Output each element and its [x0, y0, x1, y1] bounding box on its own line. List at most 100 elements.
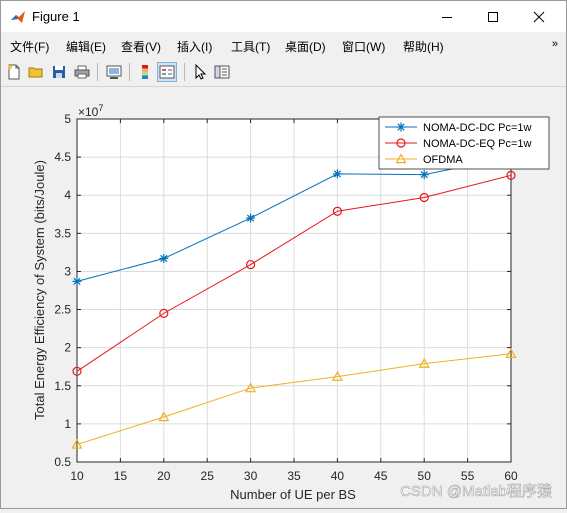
legend-entry: NOMA-DC-EQ Pc=1w — [385, 138, 532, 150]
legend-icon — [159, 65, 175, 79]
y-tick-label: 2 — [64, 341, 71, 355]
y-tick-label: 2.5 — [54, 303, 71, 317]
floppy-disk-icon — [53, 66, 65, 78]
x-axis-label: Number of UE per BS — [230, 487, 356, 502]
figure-canvas[interactable]: 10 15 20 25 30 35 40 45 50 55 60 0.5 1 1.5 2 2.5 3 3.5 4 4.… — [1, 87, 566, 508]
x-tick-label: 45 — [374, 469, 388, 483]
menu-bar: 文件(F) 编辑(E) 查看(V) 插入(I) 工具(T) 桌面(D) 窗口(W… — [1, 32, 566, 58]
y-tick-label: 3.5 — [54, 226, 71, 240]
data-point — [159, 253, 169, 263]
printer-icon — [74, 65, 90, 79]
data-point — [419, 170, 429, 180]
data-point — [72, 366, 82, 376]
legend-marker — [396, 122, 406, 132]
data-point — [418, 357, 430, 368]
x-tick-label: 20 — [157, 469, 171, 483]
toolbar-separator — [97, 63, 98, 81]
menu-overflow-icon[interactable]: » — [551, 38, 558, 50]
data-point — [332, 169, 342, 179]
legend-marker — [396, 138, 406, 148]
menu-help[interactable]: 帮助(H) — [403, 40, 444, 54]
toolbar — [1, 58, 566, 87]
menu-insert[interactable]: 插入(I) — [177, 40, 213, 54]
new-figure-button[interactable] — [4, 62, 24, 82]
folder-icon — [28, 67, 43, 78]
menu-tools[interactable]: 工具(T) — [231, 40, 271, 54]
data-point — [246, 213, 256, 223]
maximize-icon — [488, 11, 498, 22]
series-line — [76, 353, 512, 445]
colorbar-icon — [142, 65, 148, 79]
menu-window[interactable]: 窗口(W) — [342, 40, 386, 54]
x-tick-label: 40 — [331, 469, 345, 483]
legend-label: NOMA-DC-DC Pc=1w — [423, 122, 532, 134]
y-tick-label: 1.5 — [54, 379, 71, 393]
insert-colorbar-button[interactable] — [135, 62, 155, 82]
menu-file[interactable]: 文件(F) — [10, 40, 50, 54]
x-tick-label: 25 — [201, 469, 215, 483]
window-title: Figure 1 — [32, 9, 80, 24]
title-bar: Figure 1 — [1, 1, 566, 32]
data-point — [332, 206, 342, 216]
data-point — [245, 382, 257, 393]
y-axis-label: Total Energy Efficiency of System (bits/… — [32, 160, 47, 420]
insert-legend-button[interactable] — [157, 62, 177, 82]
close-icon — [533, 11, 545, 22]
x-tick-label: 30 — [244, 469, 258, 483]
legend-entry: NOMA-DC-DC Pc=1w — [385, 122, 532, 134]
data-point — [331, 370, 343, 381]
data-point — [505, 348, 517, 358]
matlab-logo-icon — [11, 11, 25, 23]
data-point — [159, 308, 169, 318]
cursor-arrow-icon — [195, 64, 207, 80]
menu-desktop[interactable]: 桌面(D) — [285, 40, 326, 54]
series-line — [76, 156, 512, 282]
x-tick-label: 15 — [114, 469, 128, 483]
x-tick-label: 55 — [461, 469, 475, 483]
x-tick-label: 35 — [287, 469, 301, 483]
legend-label: NOMA-DC-EQ Pc=1w — [423, 138, 532, 150]
x-tick-label: 50 — [418, 469, 432, 483]
menu-view[interactable]: 查看(V) — [121, 40, 161, 54]
data-point — [246, 259, 256, 270]
print-figure-button[interactable] — [72, 62, 92, 82]
y-tick-label: 1 — [64, 417, 71, 431]
link-plot-icon — [106, 65, 122, 79]
maximize-button[interactable] — [470, 1, 516, 32]
y-tick-label: 4 — [64, 188, 71, 202]
legend-marker — [395, 153, 407, 164]
watermark: CSDN @Matlab程序猿 — [400, 483, 552, 500]
toolbar-separator — [129, 63, 130, 81]
series-2 — [72, 170, 516, 376]
y-tick-label: 3 — [64, 264, 71, 278]
minimize-icon — [442, 16, 452, 18]
legend-label: OFDMA — [423, 154, 463, 166]
menu-edit[interactable]: 编辑(E) — [66, 40, 106, 54]
x-tick-label: 10 — [70, 469, 84, 483]
data-point — [72, 276, 82, 286]
open-file-button[interactable] — [26, 62, 46, 82]
link-plot-button[interactable] — [104, 62, 124, 82]
y-exponent-label: ×107 — [78, 103, 103, 119]
property-inspector-icon — [214, 65, 230, 79]
save-figure-button[interactable] — [49, 62, 69, 82]
legend-entry: OFDMA — [385, 153, 463, 166]
line-chart[interactable]: 10 15 20 25 30 35 40 45 50 55 60 0.5 1 1.5 2 2.5 3 3.5 4 4.… — [1, 87, 566, 508]
y-tick-label: 5 — [64, 112, 71, 126]
data-point — [506, 170, 516, 181]
y-tick-label: 0.5 — [54, 455, 71, 469]
toolbar-separator — [184, 63, 185, 81]
property-inspector-button[interactable] — [212, 62, 232, 82]
series-line — [76, 174, 512, 372]
data-point — [158, 411, 170, 422]
new-file-icon — [8, 64, 20, 80]
data-point — [419, 192, 429, 203]
series-3 — [71, 348, 517, 449]
data-point — [71, 438, 83, 449]
edit-plot-button[interactable] — [190, 62, 210, 82]
minimize-button[interactable] — [424, 1, 470, 32]
y-tick-label: 4.5 — [54, 150, 71, 164]
close-button[interactable] — [516, 1, 562, 32]
x-tick-label: 60 — [504, 469, 518, 483]
